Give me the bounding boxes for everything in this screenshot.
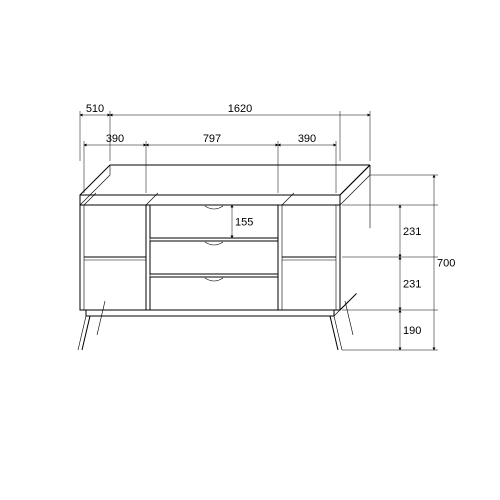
dim-label: 231 xyxy=(403,226,421,238)
dim-label: 390 xyxy=(298,133,316,145)
dim-label: 1620 xyxy=(228,103,252,115)
dim-label: 155 xyxy=(235,217,253,229)
dim-label: 700 xyxy=(437,258,455,270)
dim-label: 231 xyxy=(403,279,421,291)
dim-label: 390 xyxy=(106,133,124,145)
dim-label: 510 xyxy=(86,103,104,115)
dim-label: 797 xyxy=(203,133,221,145)
technical-drawing: 510 1620 390 797 390 155 231 231 190 700 xyxy=(0,0,500,500)
dim-label: 190 xyxy=(403,325,421,337)
